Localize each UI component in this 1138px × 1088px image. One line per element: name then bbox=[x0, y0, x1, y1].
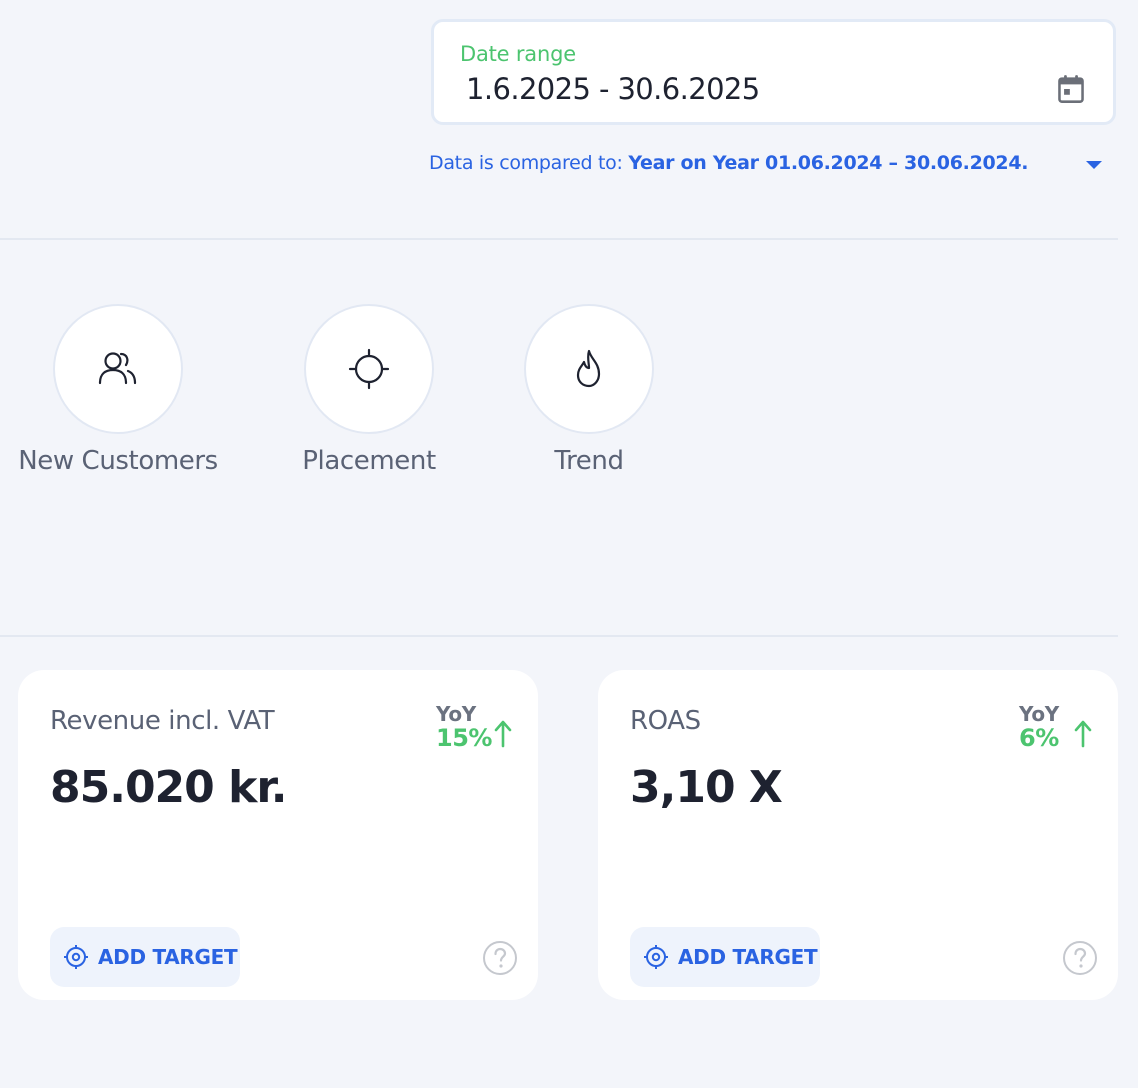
add-target-label: ADD TARGET bbox=[678, 945, 818, 969]
nav-circle[interactable] bbox=[53, 304, 183, 434]
yoy-value: 15% bbox=[436, 724, 492, 752]
card-value: 3,10 X bbox=[630, 762, 783, 813]
section-divider bbox=[0, 635, 1118, 637]
comparison-text[interactable]: Data is compared to: Year on Year 01.06.… bbox=[429, 152, 1109, 174]
section-divider bbox=[0, 238, 1118, 240]
crosshair-icon bbox=[348, 348, 390, 390]
caret-down-icon[interactable] bbox=[1084, 159, 1104, 171]
nav-circle[interactable] bbox=[524, 304, 654, 434]
yoy-value: 6% bbox=[1019, 724, 1059, 752]
add-target-button[interactable]: ADD TARGET bbox=[630, 927, 820, 987]
date-range-picker[interactable]: Date range 1.6.2025 - 30.6.2025 bbox=[431, 19, 1116, 125]
card-title: Revenue incl. VAT bbox=[50, 706, 275, 736]
comparison-period[interactable]: Year on Year 01.06.2024 – 30.06.2024. bbox=[628, 152, 1029, 174]
yoy-label: YoY bbox=[1019, 702, 1059, 726]
nav-label: Trend bbox=[554, 446, 624, 476]
arrow-up-icon bbox=[1074, 720, 1092, 748]
add-target-label: ADD TARGET bbox=[98, 945, 238, 969]
yoy-indicator: YoY 6% bbox=[1019, 702, 1059, 752]
target-icon bbox=[64, 945, 88, 969]
arrow-up-icon bbox=[494, 720, 512, 748]
calendar-icon[interactable] bbox=[1057, 74, 1085, 104]
card-value: 85.020 kr. bbox=[50, 762, 288, 813]
help-icon[interactable] bbox=[1062, 940, 1098, 976]
kpi-card-roas: ROAS 3,10 X YoY 6% ADD TARGET bbox=[598, 670, 1118, 1000]
users-icon bbox=[98, 352, 137, 385]
help-icon[interactable] bbox=[482, 940, 518, 976]
yoy-indicator: YoY 15% bbox=[436, 702, 492, 752]
nav-circle[interactable] bbox=[304, 304, 434, 434]
nav-trend[interactable]: Trend bbox=[469, 304, 709, 484]
kpi-card-revenue: Revenue incl. VAT 85.020 kr. YoY 15% ADD… bbox=[18, 670, 538, 1000]
card-title: ROAS bbox=[630, 706, 701, 736]
nav-label: New Customers bbox=[18, 446, 218, 476]
date-range-label: Date range bbox=[460, 42, 576, 66]
target-icon bbox=[644, 945, 668, 969]
date-range-value[interactable]: 1.6.2025 - 30.6.2025 bbox=[466, 72, 760, 106]
nav-label: Placement bbox=[302, 446, 436, 476]
comparison-prefix: Data is compared to: bbox=[429, 152, 629, 174]
add-target-button[interactable]: ADD TARGET bbox=[50, 927, 240, 987]
yoy-label: YoY bbox=[436, 702, 476, 726]
nav-placement[interactable]: Placement bbox=[249, 304, 489, 484]
flame-icon bbox=[576, 349, 601, 388]
nav-new-customers[interactable]: New Customers bbox=[0, 304, 238, 484]
